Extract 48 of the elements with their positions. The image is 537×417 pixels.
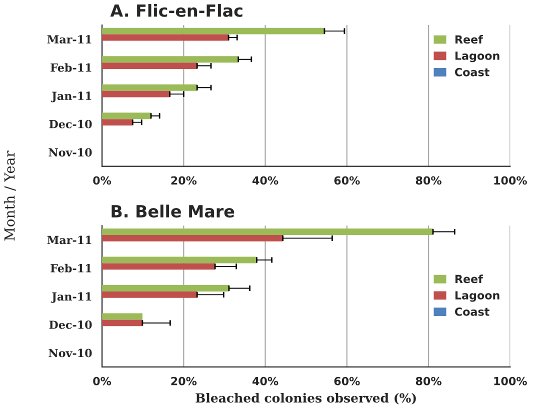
x-tick-label: 80% — [416, 176, 442, 185]
x-tick-label: 40% — [252, 376, 278, 386]
x-tick-label: 20% — [171, 376, 197, 386]
bar — [102, 313, 142, 320]
y-tick-label: Dec-10 — [49, 320, 92, 329]
y-tick-label: Dec-10 — [49, 120, 92, 128]
x-tick-label: 80% — [416, 376, 442, 386]
y-tick-label: Jan-11 — [50, 92, 92, 102]
bar — [102, 84, 198, 91]
bar — [102, 263, 216, 270]
bar — [102, 112, 152, 120]
x-tick-label: 100% — [494, 376, 527, 386]
bar — [102, 119, 133, 126]
bar — [102, 34, 229, 41]
bar — [102, 228, 434, 235]
bar — [102, 56, 238, 63]
bar — [102, 256, 257, 264]
x-tick-label: 60% — [334, 176, 360, 185]
bar — [102, 320, 142, 326]
chart-title: A. Flic-en-Flac — [110, 4, 242, 17]
bar — [102, 90, 170, 98]
y-tick-label: Mar-11 — [47, 236, 92, 244]
chart-title: B. Belle Mare — [112, 204, 234, 218]
bar — [102, 62, 198, 70]
x-tick-label: 100% — [494, 176, 527, 185]
x-tick-label: 60% — [334, 376, 360, 386]
legend-label: Lagoon — [455, 52, 500, 62]
bar — [102, 234, 283, 242]
legend-label: Reef — [455, 35, 483, 44]
y-tick-label: Nov-10 — [48, 148, 92, 157]
x-axis-title: Bleached colonies observed (%) — [196, 392, 416, 404]
x-tick-label: 0% — [93, 176, 112, 185]
y-tick-label: Feb-11 — [50, 264, 92, 272]
y-axis-title: Month / Year — [4, 150, 16, 241]
bar — [102, 291, 198, 298]
y-tick-label: Jan-11 — [50, 292, 92, 303]
bar — [102, 285, 229, 292]
x-tick-label: 0% — [93, 376, 112, 386]
legend-label: Reef — [455, 274, 483, 284]
x-tick-label: 40% — [252, 176, 278, 185]
legend-label: Coast — [454, 307, 490, 316]
legend-label: Coast — [454, 68, 490, 76]
y-tick-label: Feb-11 — [50, 63, 92, 72]
y-tick-label: Nov-10 — [48, 348, 92, 358]
y-tick-label: Mar-11 — [47, 35, 92, 44]
x-tick-label: 20% — [171, 176, 197, 185]
bar — [102, 28, 324, 34]
legend-label: Lagoon — [455, 291, 500, 302]
